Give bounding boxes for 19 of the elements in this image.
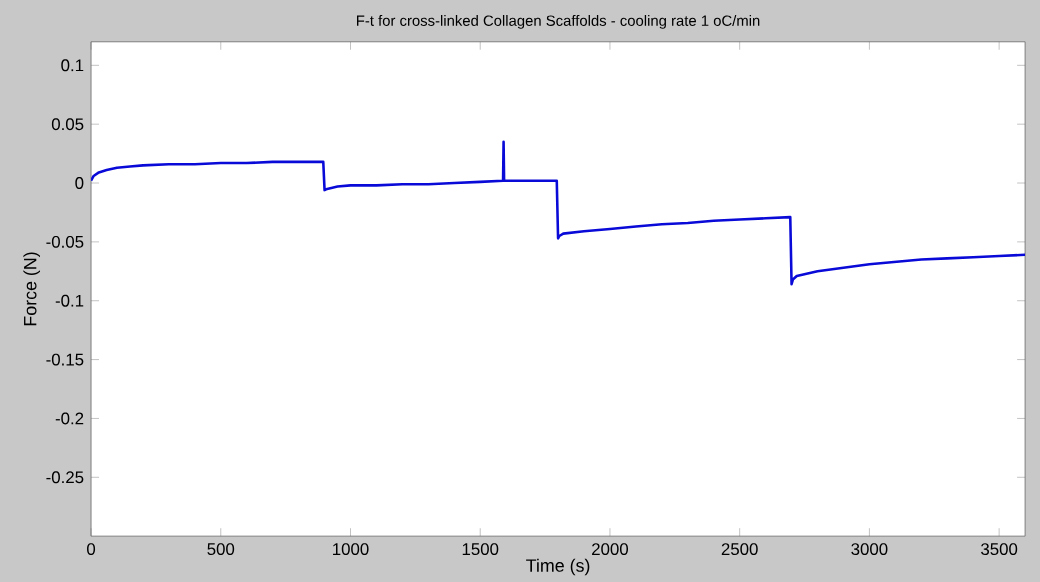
x-tick-label: 0 [87, 543, 96, 556]
y-tick-label: -0.1 [55, 294, 84, 307]
x-tick-label: 2000 [592, 543, 629, 556]
y-tick-label: 0.1 [61, 59, 84, 72]
y-tick-label: -0.15 [46, 353, 84, 366]
x-tick-label: 1000 [333, 543, 369, 556]
chart-title: F-t for cross-linked Collagen Scaffolds - cooling rate 1 oC/min [357, 15, 760, 29]
y-tick-label: 0 [75, 177, 84, 189]
y-tick-label: -0.2 [55, 412, 84, 425]
x-axis-title: Time (s) [526, 558, 590, 576]
x-tick-label: 3000 [851, 543, 888, 556]
y-axis-title: Force (N) [23, 252, 41, 326]
y-tick-label: -0.25 [46, 471, 84, 484]
x-tick-label: 2500 [721, 543, 758, 556]
x-tick-label: 1500 [462, 543, 499, 556]
y-tick-label: 0.05 [51, 118, 84, 131]
y-tick-label: -0.05 [46, 235, 84, 248]
x-tick-label: 500 [207, 543, 235, 556]
x-tick-label: 3500 [981, 543, 1018, 556]
